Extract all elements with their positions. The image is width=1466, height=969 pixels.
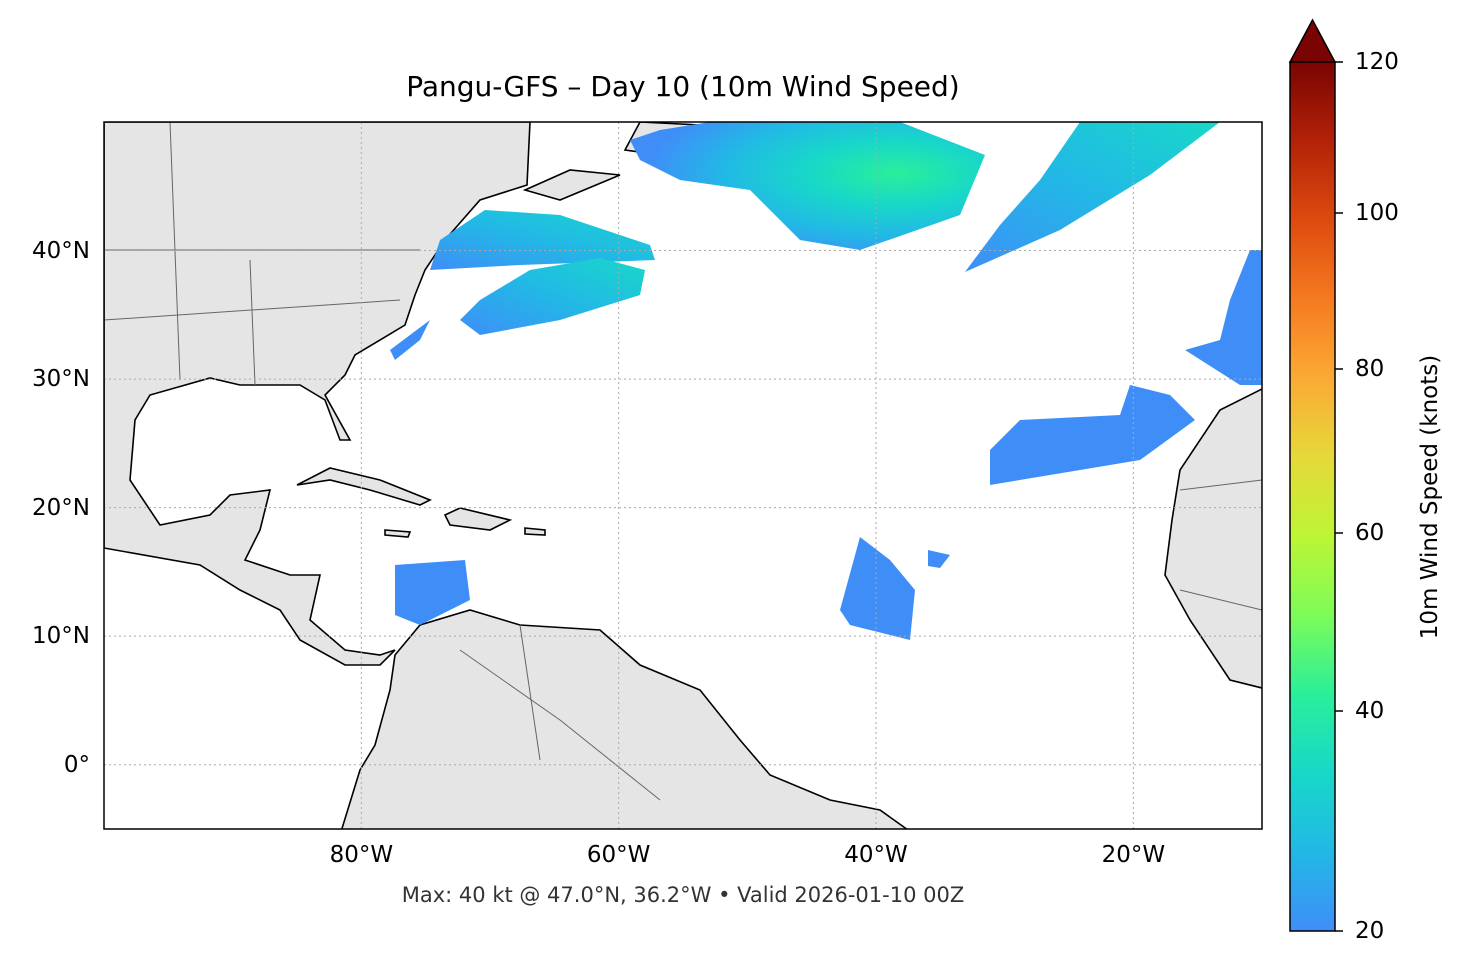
lon-tick-label: 60°W [586, 842, 651, 868]
map-footer: Max: 40 kt @ 47.0°N, 36.2°W • Valid 2026… [401, 883, 965, 907]
wind-area-off-carolina [390, 320, 430, 360]
lat-tick-label: 0° [63, 751, 90, 778]
country-border [519, 624, 541, 761]
lat-tick-label: 20°N [32, 494, 90, 521]
lon-tick-label: 20°W [1101, 842, 1166, 868]
africa-land [1164, 388, 1262, 689]
nova-scotia-land [522, 169, 621, 201]
south-america-land [341, 609, 908, 829]
country-border [1179, 479, 1262, 491]
colorbar-tick-label: 100 [1355, 200, 1399, 226]
wind-area-caribbean [395, 560, 470, 625]
map-layer [104, 122, 1262, 829]
map-frame [103, 121, 1263, 830]
wind-area-east-azores [1185, 250, 1262, 385]
colorbar-tick-label: 40 [1355, 698, 1385, 724]
colorbar-tick-label: 20 [1355, 918, 1385, 944]
country-border [249, 259, 256, 386]
country-border [1179, 589, 1262, 611]
hispaniola-land [443, 507, 513, 531]
wind-area-off-mid-atlantic [460, 258, 645, 335]
colorbar-extend-arrow [1288, 18, 1337, 63]
lat-tick-label: 10°N [32, 623, 90, 650]
country-border [459, 649, 661, 801]
puerto-rico-land [524, 527, 546, 536]
lat-tick-label: 30°N [32, 366, 90, 393]
lat-tick-label: 40°N [32, 237, 90, 264]
lon-tick-label: 40°W [844, 842, 908, 868]
wind-area-small [928, 550, 950, 568]
colorbar-label: 10m Wind Speed (knots) [1417, 354, 1443, 640]
cuba-land [296, 467, 432, 506]
wind-area-canaries [990, 385, 1195, 485]
wind-area-off-new-england [430, 210, 655, 270]
lon-tick-label: 80°W [329, 842, 394, 868]
wind-area-north-central [630, 122, 985, 250]
colorbar [1289, 61, 1336, 932]
colorbar-tick-label: 80 [1355, 356, 1385, 382]
jamaica-land [384, 529, 412, 538]
wind-area-central-tropics [840, 537, 915, 640]
wind-area-northeast [965, 122, 1220, 272]
colorbar-tick-label: 60 [1355, 520, 1385, 546]
north-america-land [104, 122, 531, 666]
colorbar-tick-label: 120 [1355, 49, 1399, 75]
map-title: Pangu-GFS – Day 10 (10m Wind Speed) [406, 70, 960, 103]
